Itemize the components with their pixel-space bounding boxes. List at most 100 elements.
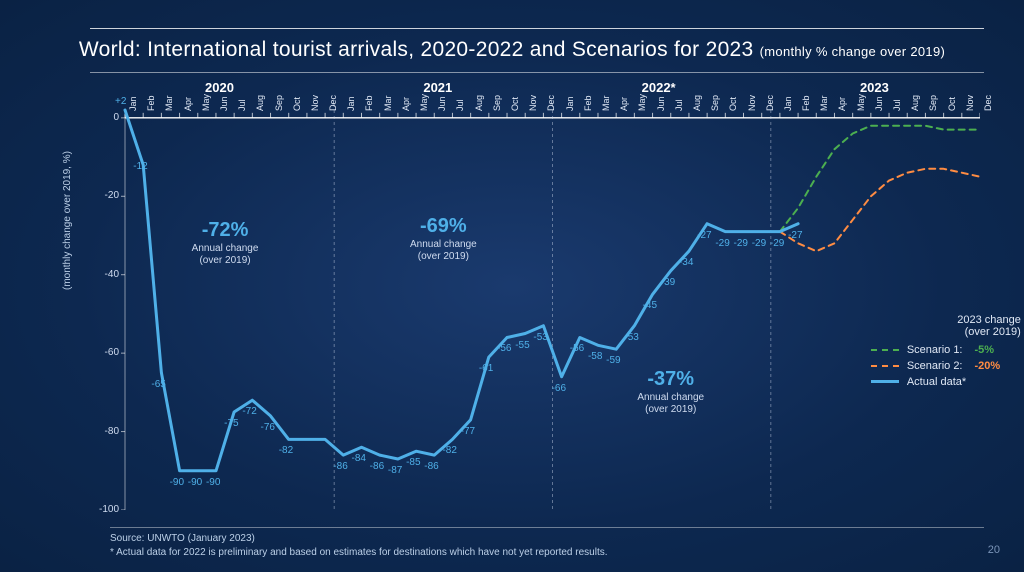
data-point-label: -77 <box>461 426 475 437</box>
legend-title: 2023 change(over 2019) <box>871 314 1021 338</box>
data-point-label: -86 <box>333 461 347 472</box>
month-label: Jan <box>128 96 138 111</box>
month-label: Aug <box>474 95 484 111</box>
year-header: 2020 <box>205 80 234 95</box>
data-point-label: -65 <box>151 379 165 390</box>
footer-text: Source: UNWTO (January 2023) * Actual da… <box>110 532 608 560</box>
title-sub: (monthly % change over 2019) <box>760 44 945 59</box>
data-point-label: -82 <box>279 445 293 456</box>
data-point-label: -39 <box>661 277 675 288</box>
month-label: Mar <box>601 95 611 111</box>
data-point-label: -76 <box>261 422 275 433</box>
data-point-label: -56 <box>570 343 584 354</box>
month-label: Jun <box>219 96 229 111</box>
legend-label: Scenario 2: <box>907 360 963 372</box>
month-label: Oct <box>292 97 302 111</box>
month-label: May <box>201 94 211 111</box>
month-label: Jun <box>656 96 666 111</box>
title-rule-bottom <box>90 72 984 73</box>
data-point-label: -90 <box>170 477 184 488</box>
legend-row: Actual data* <box>871 376 1021 388</box>
data-point-label: -27 <box>697 230 711 241</box>
data-point-label: -12 <box>133 161 147 172</box>
month-label: Dec <box>328 95 338 111</box>
y-tick-label: -100 <box>91 504 119 515</box>
annual-label: (over 2019) <box>175 255 275 268</box>
month-label: Sep <box>492 95 502 111</box>
month-label: Feb <box>146 95 156 111</box>
data-point-label: -29 <box>770 238 784 249</box>
month-label: Sep <box>710 95 720 111</box>
month-label: Sep <box>928 95 938 111</box>
month-label: Jul <box>237 99 247 111</box>
chart-svg <box>110 80 980 510</box>
year-header: 2023 <box>860 80 889 95</box>
data-point-label: -85 <box>406 457 420 468</box>
slide: World: International tourist arrivals, 2… <box>0 0 1024 572</box>
month-label: Feb <box>801 95 811 111</box>
data-point-label: -61 <box>479 363 493 374</box>
month-label: Jul <box>455 99 465 111</box>
scenario-1-line <box>780 126 980 232</box>
data-point-label: -86 <box>424 461 438 472</box>
legend-swatch <box>871 365 899 367</box>
month-label: Feb <box>364 95 374 111</box>
month-label: Nov <box>747 95 757 111</box>
page-number: 20 <box>988 544 1000 556</box>
y-tick-label: -20 <box>91 190 119 201</box>
data-point-label: -90 <box>188 477 202 488</box>
data-point-label: -90 <box>206 477 220 488</box>
data-point-label: -53 <box>533 332 547 343</box>
annual-change-annotation: -72%Annual change(over 2019) <box>175 218 275 268</box>
month-label: May <box>637 94 647 111</box>
legend-swatch <box>871 380 899 383</box>
month-label: Apr <box>183 97 193 111</box>
legend-value: -5% <box>975 344 995 356</box>
data-point-label: -58 <box>588 351 602 362</box>
line-chart: 0-20-40-60-80-100JanFebMarAprMayJunJulAu… <box>110 80 980 510</box>
month-label: Oct <box>947 97 957 111</box>
data-point-label: -53 <box>624 332 638 343</box>
month-label: Jun <box>874 96 884 111</box>
month-label: May <box>419 94 429 111</box>
month-label: Apr <box>619 97 629 111</box>
month-label: Jan <box>783 96 793 111</box>
annual-value: -72% <box>175 218 275 243</box>
actual-data-line <box>125 110 798 471</box>
y-tick-label: -60 <box>91 347 119 358</box>
annual-label: Annual change <box>393 239 493 252</box>
month-label: Mar <box>819 95 829 111</box>
annual-change-annotation: -37%Annual change(over 2019) <box>621 367 721 417</box>
annual-label: Annual change <box>621 392 721 405</box>
month-label: Mar <box>164 95 174 111</box>
data-point-label: -82 <box>442 445 456 456</box>
data-point-label: -27 <box>788 230 802 241</box>
chart-title: World: International tourist arrivals, 2… <box>0 38 1024 62</box>
month-label: Nov <box>310 95 320 111</box>
month-label: Sep <box>274 95 284 111</box>
footer-source: Source: UNWTO (January 2023) <box>110 532 608 546</box>
legend-row: Scenario 1: -5% <box>871 344 1021 356</box>
annual-label: Annual change <box>175 243 275 256</box>
legend-label: Scenario 1: <box>907 344 963 356</box>
month-label: Jan <box>346 96 356 111</box>
legend-swatch <box>871 349 899 351</box>
year-header: 2021 <box>423 80 452 95</box>
data-point-label: -29 <box>734 238 748 249</box>
month-label: Apr <box>837 97 847 111</box>
legend-value: -20% <box>975 360 1001 372</box>
footer-note: * Actual data for 2022 is preliminary an… <box>110 546 608 560</box>
data-point-label: -66 <box>552 383 566 394</box>
legend-row: Scenario 2: -20% <box>871 360 1021 372</box>
year-header: 2022* <box>642 80 676 95</box>
data-point-label: -56 <box>497 343 511 354</box>
footer-rule <box>110 527 984 528</box>
month-label: Jan <box>565 96 575 111</box>
month-label: Nov <box>965 95 975 111</box>
scenario-2-line <box>780 169 980 251</box>
annual-label: (over 2019) <box>621 404 721 417</box>
y-tick-label: -80 <box>91 426 119 437</box>
annual-value: -69% <box>393 214 493 239</box>
month-label: Aug <box>692 95 702 111</box>
month-label: Oct <box>728 97 738 111</box>
